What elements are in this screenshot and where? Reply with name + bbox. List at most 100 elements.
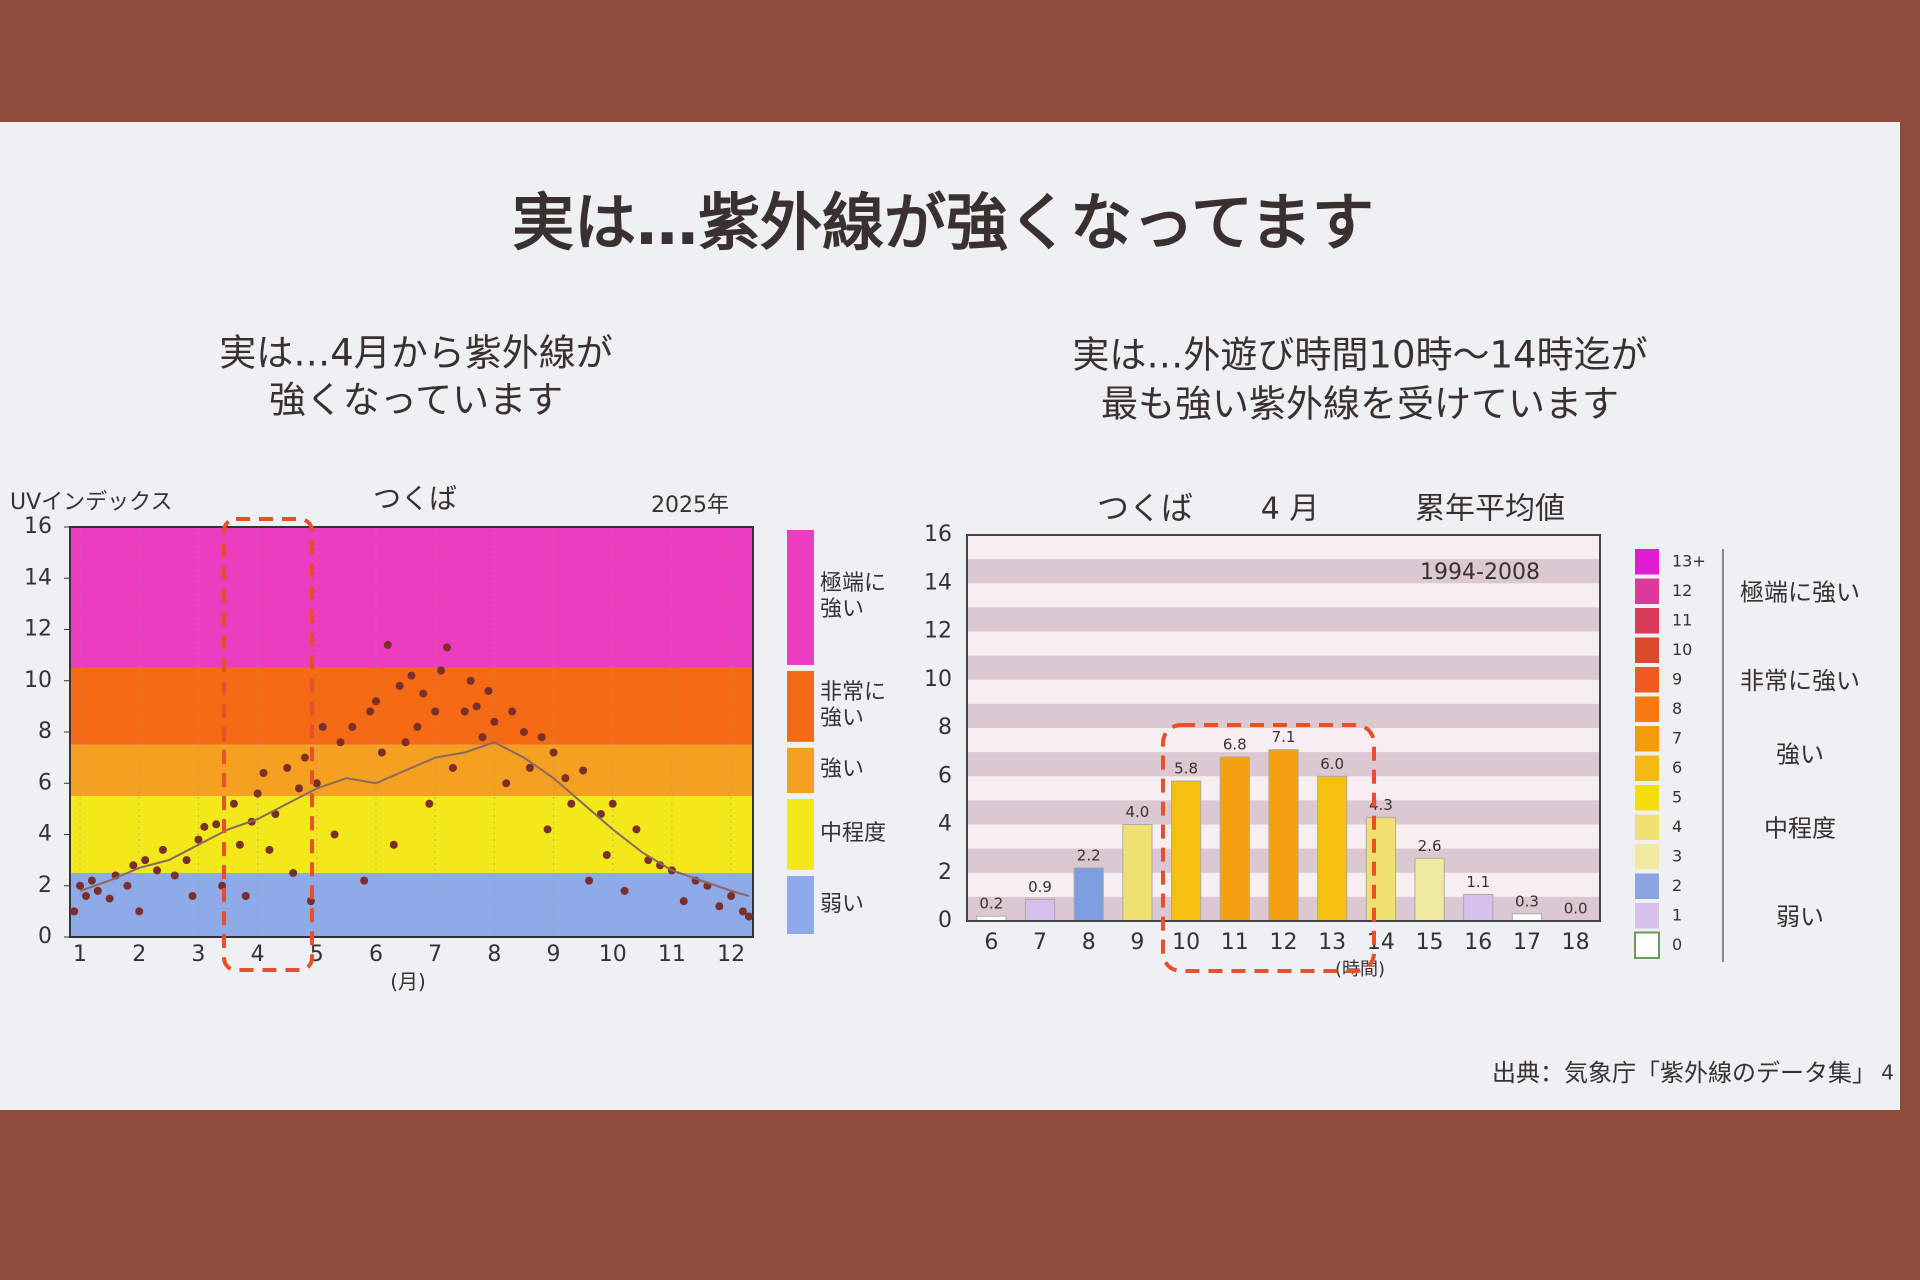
data-point (200, 822, 209, 831)
x-tick-label: 14 (1367, 930, 1395, 955)
data-point (443, 643, 452, 652)
legend-level-label: 2 (1672, 876, 1682, 895)
uv-band (70, 667, 753, 745)
legend-level-label: 6 (1672, 758, 1682, 777)
legend-category: 強い (1776, 741, 1824, 769)
legend-level-label: 11 (1672, 610, 1692, 629)
data-point (194, 835, 203, 844)
bar (1414, 857, 1445, 922)
data-point (87, 876, 96, 885)
right-subtitle: 最も強い紫外線を受けています (1101, 383, 1619, 426)
legend-level-label: 0 (1672, 935, 1682, 954)
legend-swatch (1635, 814, 1659, 840)
data-point (490, 717, 499, 726)
data-point (212, 820, 221, 829)
legend-category: 非常に強い (1740, 667, 1860, 695)
legend-swatch (787, 747, 814, 794)
data-point (330, 830, 339, 839)
x-tick-label: 16 (1464, 930, 1492, 955)
x-tick-label: 6 (369, 942, 383, 967)
legend-level-label: 10 (1672, 640, 1692, 659)
x-axis-label: (月) (390, 970, 426, 994)
data-point (425, 799, 434, 808)
y-tick-label: 12 (924, 619, 952, 644)
data-point (620, 886, 629, 895)
period-label: 1994-2008 (1420, 560, 1540, 585)
x-tick-label: 7 (428, 942, 442, 967)
data-point (241, 892, 250, 900)
chart-title: つくば (1097, 489, 1193, 527)
grid-stripe (967, 559, 1600, 584)
y-tick-label: 12 (24, 617, 52, 642)
x-tick-label: 9 (547, 942, 561, 967)
data-point (585, 876, 594, 885)
legend-swatch (1635, 696, 1659, 722)
bar (1122, 824, 1153, 922)
legend-label: 強い (820, 757, 865, 783)
bar (1463, 893, 1494, 922)
data-point (265, 845, 274, 854)
legend-swatch (1635, 873, 1659, 899)
legend-label: 中程度 (820, 821, 887, 847)
slide-title: 実は…紫外線が強くなってます (512, 186, 1374, 259)
data-point (318, 722, 327, 731)
data-point (466, 676, 475, 685)
x-tick-label: 10 (1172, 930, 1200, 955)
data-point (153, 866, 162, 875)
value-label: 5.8 (1174, 760, 1198, 778)
legend-swatch (1635, 844, 1659, 870)
page-number: 4 (1881, 1061, 1894, 1085)
legend-category: 中程度 (1764, 814, 1836, 842)
value-label: 0.2 (979, 895, 1003, 913)
data-point (502, 779, 511, 788)
data-point (608, 799, 617, 808)
y-tick-label: 6 (938, 763, 952, 788)
data-point (632, 825, 641, 834)
value-label: 0.9 (1028, 878, 1052, 896)
x-tick-label: 8 (1082, 930, 1096, 955)
legend-swatch (1635, 726, 1659, 752)
y-tick-label: 10 (24, 668, 52, 693)
y-axis-label: UVインデックス (10, 490, 173, 515)
year-label: 2025年 (651, 493, 729, 518)
right-subtitle: 実は…外遊び時間10時～14時迄が (1072, 334, 1647, 377)
legend-swatch (1635, 755, 1659, 781)
data-point (123, 881, 132, 890)
value-label: 1.1 (1466, 873, 1490, 891)
value-label: 6.8 (1223, 735, 1247, 753)
x-axis-label: (時間) (1335, 959, 1385, 980)
value-label: 0.0 (1564, 900, 1588, 918)
x-tick-label: 18 (1562, 930, 1590, 955)
legend-label-box: 弱い (820, 892, 864, 917)
legend-level-label: 3 (1672, 846, 1682, 865)
source: 出典：気象庁「紫外線のデータ集」 (1492, 1059, 1876, 1087)
x-tick-label: 17 (1513, 930, 1541, 955)
data-point (448, 763, 457, 772)
data-point (93, 886, 102, 895)
data-point (289, 868, 298, 877)
y-tick-label: 16 (24, 514, 52, 539)
bar (1511, 913, 1543, 922)
x-tick-label: 11 (1221, 930, 1249, 955)
x-tick-label: 15 (1416, 930, 1444, 955)
x-tick-label: 3 (191, 942, 205, 967)
bar (1024, 898, 1056, 922)
x-tick-label: 12 (717, 942, 745, 967)
data-point (561, 774, 570, 783)
data-point (727, 892, 736, 900)
bar (1365, 816, 1396, 922)
y-tick-label: 4 (938, 812, 952, 837)
x-tick-label: 1 (73, 942, 87, 967)
data-point (76, 881, 85, 890)
bar (1219, 756, 1250, 922)
value-label: 2.6 (1418, 837, 1442, 855)
data-point (431, 707, 440, 716)
left-subtitle: 強くなっています (269, 379, 563, 422)
data-point (235, 840, 244, 849)
legend-label-box: 中程度 (820, 821, 887, 847)
data-point (738, 907, 747, 916)
data-point (259, 769, 268, 777)
data-point (182, 856, 191, 865)
legend-label-box: 強い (820, 757, 865, 783)
